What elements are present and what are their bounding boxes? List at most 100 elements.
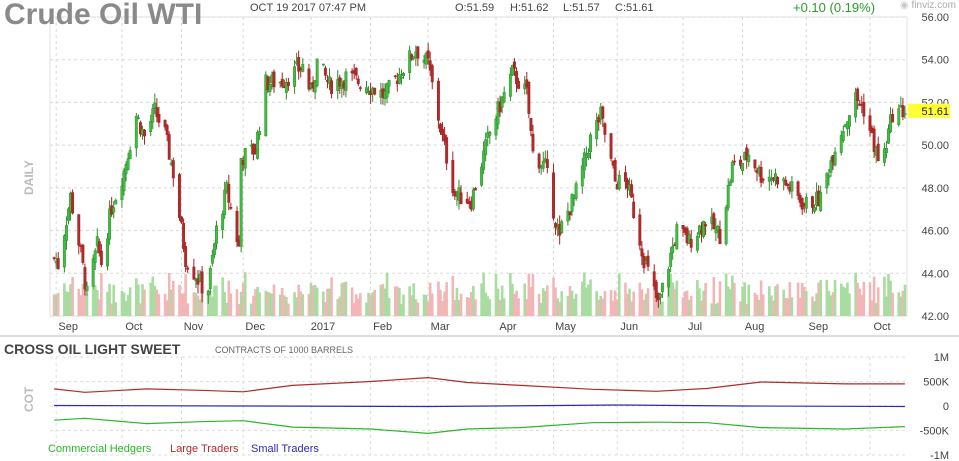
candle xyxy=(515,67,518,93)
candle xyxy=(589,132,592,160)
candle xyxy=(212,242,216,259)
candle-body xyxy=(120,185,124,201)
cot-lines xyxy=(54,376,905,435)
candle-body xyxy=(488,131,492,136)
volume-bar xyxy=(874,302,878,316)
volume-bar xyxy=(827,290,831,316)
candle-body xyxy=(790,181,794,192)
candle-body xyxy=(441,128,444,135)
volume-bar xyxy=(846,282,849,316)
candle xyxy=(196,270,200,294)
candle-body xyxy=(825,173,829,189)
volume-bar xyxy=(470,292,473,316)
volume-bar xyxy=(381,284,385,316)
candle-body xyxy=(128,150,132,160)
candle-body xyxy=(811,196,814,208)
volume-bar xyxy=(696,279,699,316)
candle-body xyxy=(868,115,872,131)
candle-body xyxy=(804,196,808,209)
candle-body xyxy=(829,160,833,173)
candle xyxy=(106,233,109,271)
volume-bar xyxy=(897,292,901,316)
volume-bar xyxy=(379,284,383,316)
candle-body xyxy=(638,214,642,246)
volume-bar xyxy=(825,279,829,316)
volume-bar xyxy=(412,283,416,316)
candle-body xyxy=(718,228,722,245)
volume-bar xyxy=(570,290,574,316)
volume-bar xyxy=(502,298,506,316)
candle xyxy=(416,45,420,67)
candle-body xyxy=(210,255,214,264)
candle-body xyxy=(297,57,301,72)
volume-bar xyxy=(241,282,245,316)
candle-body xyxy=(554,223,558,228)
candle xyxy=(630,179,634,198)
volume-bar xyxy=(583,272,586,316)
price-tick-label: 48.00 xyxy=(921,183,949,195)
candle xyxy=(149,114,153,137)
candle xyxy=(531,124,535,154)
candle-body xyxy=(313,80,317,93)
candle-body xyxy=(138,122,142,135)
candle xyxy=(856,87,860,110)
candle xyxy=(839,130,843,156)
candle-body xyxy=(601,106,605,119)
candle-body xyxy=(465,198,469,204)
candle-body xyxy=(761,178,765,181)
candle xyxy=(284,77,288,100)
volume-bar xyxy=(770,295,773,316)
candle-body xyxy=(796,181,800,196)
candle xyxy=(157,106,161,128)
volume-bar xyxy=(712,277,716,316)
candle xyxy=(811,195,814,214)
volume-bar xyxy=(223,292,226,316)
candle xyxy=(784,176,788,187)
candle xyxy=(424,51,428,70)
candle-body xyxy=(862,102,866,117)
candle xyxy=(439,122,442,135)
volume-bar xyxy=(782,289,785,316)
volume-bar xyxy=(322,291,325,316)
volume-bar xyxy=(887,273,890,316)
candle-body xyxy=(436,80,440,121)
volume-bar xyxy=(755,294,759,316)
candle-body xyxy=(819,192,823,212)
legend-large-traders: Large Traders xyxy=(170,443,239,455)
volume-bar xyxy=(640,289,644,316)
candle xyxy=(52,256,56,261)
candle xyxy=(373,87,377,96)
candle xyxy=(903,105,907,119)
candle xyxy=(527,81,531,119)
volume-bar xyxy=(860,294,864,316)
chart-title: Crude Oil WTI xyxy=(4,0,203,31)
volume-bar xyxy=(457,300,461,316)
volume-bar xyxy=(453,300,457,316)
candle-body xyxy=(223,189,227,215)
brand-link[interactable]: ◉ finviz.com xyxy=(900,0,956,11)
candle-body xyxy=(833,151,837,166)
volume-bar xyxy=(517,298,520,316)
candle-body xyxy=(153,102,157,109)
volume-bar xyxy=(613,290,617,316)
volume-bar xyxy=(108,283,111,316)
candle xyxy=(891,108,895,123)
candle xyxy=(215,220,218,250)
candle-body xyxy=(646,255,650,267)
candle-body xyxy=(235,210,239,242)
candle-body xyxy=(901,105,905,118)
volume-bar xyxy=(52,294,56,316)
volume-bar xyxy=(617,273,621,316)
cot-tick-label: -500K xyxy=(920,426,950,438)
volume-bar xyxy=(632,291,635,316)
candle xyxy=(315,58,319,88)
volume-bar xyxy=(841,286,845,316)
volume-bar xyxy=(272,284,276,316)
candle-body xyxy=(365,87,368,94)
volume-bar xyxy=(56,293,60,316)
candle-body xyxy=(344,71,348,91)
candle-body xyxy=(157,113,161,123)
cot-title: CROSS OIL LIGHT SWEET xyxy=(4,341,181,357)
candle-body xyxy=(482,150,486,170)
candle-body xyxy=(424,53,428,65)
